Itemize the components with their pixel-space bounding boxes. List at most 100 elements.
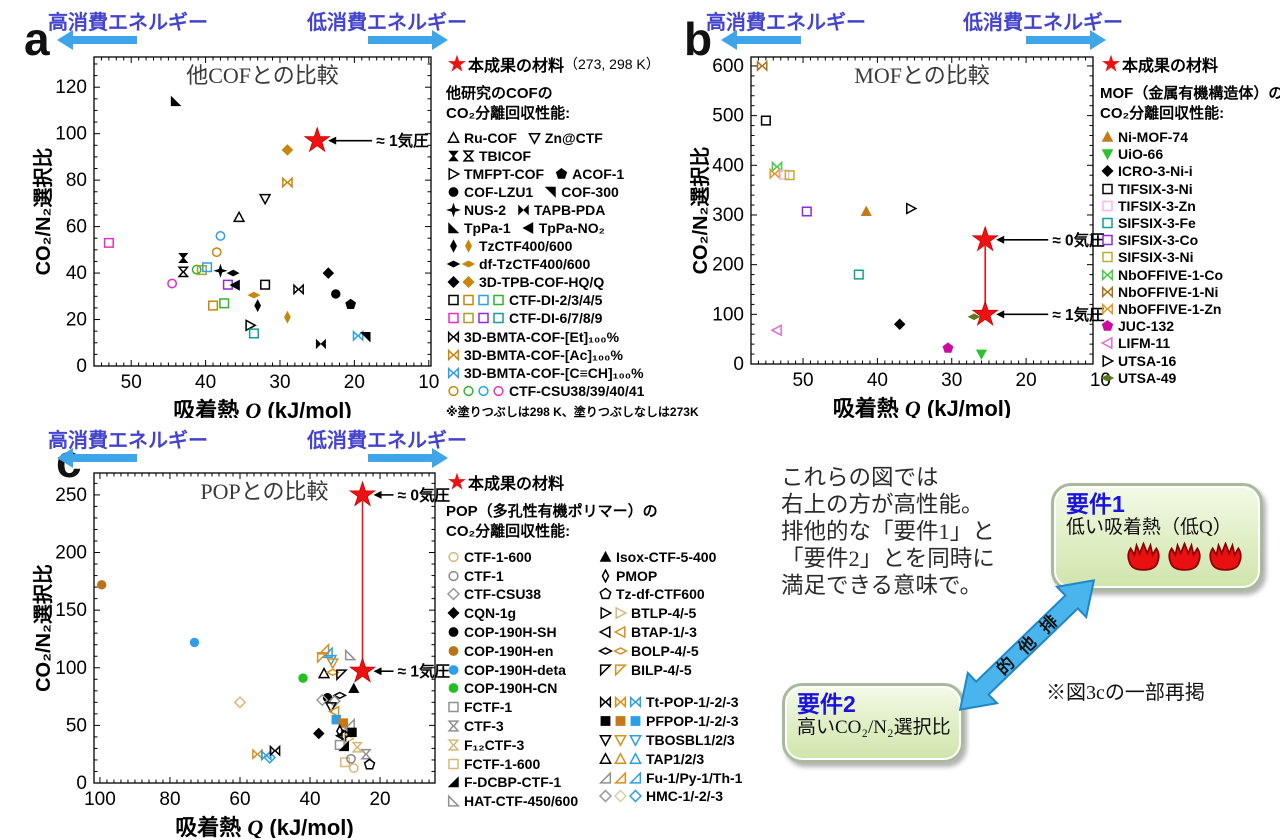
pentagon-marker-icon — [555, 167, 568, 179]
legend-item-label: COP-190H-deta — [464, 661, 566, 678]
data-point-Zn@CTF — [258, 193, 272, 206]
result-material-conditions: （273, 298 K） — [564, 56, 660, 72]
explanation-line: 右上の方が高性能。 — [781, 492, 984, 517]
svg-text:CO₂/N₂選択比: CO₂/N₂選択比 — [31, 148, 55, 276]
svg-text:300: 300 — [712, 205, 744, 226]
circle-marker-icon — [448, 186, 459, 197]
legend-item: CQN-1g — [446, 604, 598, 623]
square-marker-icon — [1102, 252, 1113, 263]
square-marker-icon — [448, 758, 459, 769]
legend-header: CO₂分離回収性能: — [1100, 105, 1225, 123]
bowtie-marker-icon — [1101, 285, 1114, 298]
circle-marker-icon — [448, 385, 459, 397]
data-point-CTF-1 — [346, 753, 356, 764]
svg-text:30: 30 — [941, 370, 962, 391]
explanation-line: 「要件2」とを同時に — [781, 546, 995, 571]
legend-item-label: COP-190H-CN — [464, 680, 558, 697]
legend-item: SIFSIX-3-Co — [1100, 232, 1280, 249]
legend-item: df-TzCTF400/600 — [446, 255, 686, 273]
legend-item: F₁₂CTF-3 — [446, 735, 598, 754]
legend-item: TzCTF400/600 — [446, 237, 686, 255]
diamond-v-marker-icon — [465, 239, 472, 253]
result-material-row: 本成果の材料 — [1100, 52, 1280, 76]
diamond-marker-icon — [446, 587, 461, 602]
data-point-ICRO-3-Ni-i — [893, 318, 906, 331]
legend-item-label: Fu-1/Py-1/Th-1 — [646, 769, 743, 786]
legend-item: PMOP — [598, 566, 752, 585]
legend-item: 3D-BMTA-COF-[Ac]₁₀₀% — [446, 346, 686, 364]
tri-right-marker-icon — [600, 606, 613, 620]
tri-right-marker-icon — [615, 606, 628, 620]
tri-up-marker-icon — [447, 130, 460, 143]
data-point-TAP1 — [317, 666, 331, 679]
data-point-UTSA-16 — [905, 202, 918, 215]
bowtie-marker-icon — [518, 204, 529, 216]
pressure-annotation: ≈ 0気圧 — [398, 485, 451, 504]
legend-item-label: TIFSIX-3-Ni — [1118, 180, 1193, 197]
data-point-TpPa-NO₂ — [229, 279, 240, 291]
requirement-2-box: 要件2 高いCO₂/N₂選択比 — [782, 683, 964, 763]
data-point-CTF-CSU38 — [211, 247, 222, 258]
legend-item: SIFSIX-3-Ni — [1100, 249, 1280, 266]
tri-down-marker-icon — [599, 735, 612, 747]
right-arrow-icon — [368, 448, 448, 468]
square-marker-icon — [1102, 234, 1113, 246]
data-point-TzCTF600 — [284, 310, 291, 324]
pressure-annotation: ≈ 0気圧 — [1052, 230, 1105, 249]
legend-footnote: ※塗りつぶしは298 K、塗りつぶしなしは273K — [446, 404, 699, 419]
svg-text:吸着熱 Q (kJ/mol): 吸着熱 Q (kJ/mol) — [175, 815, 353, 838]
legend-item: Ru-COF Zn@CTF — [446, 129, 686, 147]
legend-item-label: Ni-MOF-74 — [1118, 129, 1188, 146]
high-energy-label: 高消費エネルギー — [48, 12, 208, 34]
legend-item: TBICOF — [446, 147, 686, 165]
data-point-SIFSIX-3-Ni — [784, 170, 795, 181]
legend-item: TMFPT-COF ACOF-1 — [446, 165, 686, 183]
svg-text:吸着熱 Q (kJ/mol): 吸着熱 Q (kJ/mol) — [833, 396, 1011, 418]
legend-item-label: CTF-DI-6/7/8/9 — [509, 310, 603, 327]
legend-item-label: CTF-DI-2/3/4/5 — [509, 292, 603, 309]
data-point-F-DCBP-CTF-1 — [338, 740, 349, 752]
legend-item-label: CQN-1g — [464, 605, 517, 622]
legend-item-label: HMC-1/-2/-3 — [646, 788, 724, 805]
data-point-3D-TPB-COF-Q — [281, 144, 294, 156]
data-point-Ru-COF — [232, 210, 246, 223]
data-point-Tz-df-CTF600 — [363, 758, 376, 770]
circle-marker-icon — [448, 683, 459, 694]
legend-item-label: CTF-CSU38/39/40/41 — [509, 382, 645, 399]
legend-item-label: CTF-3 — [464, 718, 504, 735]
result-star-marker — [971, 300, 999, 326]
data-point-NbOFFIVE-1-Ni — [756, 59, 768, 72]
legend-item: CTF-CSU38/39/40/41 — [446, 382, 686, 400]
legend-item-label: BILP-4/-5 — [631, 661, 692, 678]
legend-item-label: 3D-TPB-COF-HQ/Q — [479, 274, 605, 291]
diamond-marker-icon — [1101, 165, 1114, 178]
data-point-BTAP-1 — [334, 729, 347, 742]
data-point-COP-190H-en — [97, 580, 107, 590]
data-point-CTF-DI-4 — [202, 262, 213, 273]
legend-item: TAP1/2/3 — [598, 749, 752, 768]
legend-item: BILP-4/-5 — [598, 660, 752, 679]
legend-item-label: Tz-df-CTF600 — [616, 586, 705, 603]
tri-down-marker-icon — [527, 132, 541, 145]
legend-item-label: NbOFFIVE-1-Co — [1118, 266, 1223, 283]
data-point-df-TzCTF400 — [226, 269, 240, 277]
square-marker-icon — [448, 295, 459, 306]
data-point-3D-BMTA-COF-[Ac] — [282, 176, 293, 189]
result-material-label: 本成果の材料 — [468, 58, 565, 75]
svg-text:10: 10 — [418, 372, 439, 393]
legend-item: LIFM-11 — [1100, 335, 1280, 352]
hourglass-marker-icon — [447, 720, 460, 732]
diamond-marker-icon — [598, 789, 613, 803]
legend-item: TIFSIX-3-Zn — [1100, 197, 1280, 214]
legend-item-label: SIFSIX-3-Ni — [1118, 249, 1194, 266]
svg-text:250: 250 — [55, 485, 87, 506]
legend-item: ICRO-3-Ni-i — [1100, 163, 1280, 180]
data-point-BTLP-4 — [341, 728, 353, 741]
bowtie-marker-icon — [614, 696, 627, 709]
legend-item-label: CTF-1 — [464, 567, 504, 584]
flag-br-marker-icon — [447, 776, 459, 788]
legend-mof: 本成果の材料 MOF（金属有機構造体）の CO₂分離回収性能: Ni-MOF-7… — [1100, 52, 1280, 386]
data-point-CTF-DI-2 — [260, 279, 271, 290]
